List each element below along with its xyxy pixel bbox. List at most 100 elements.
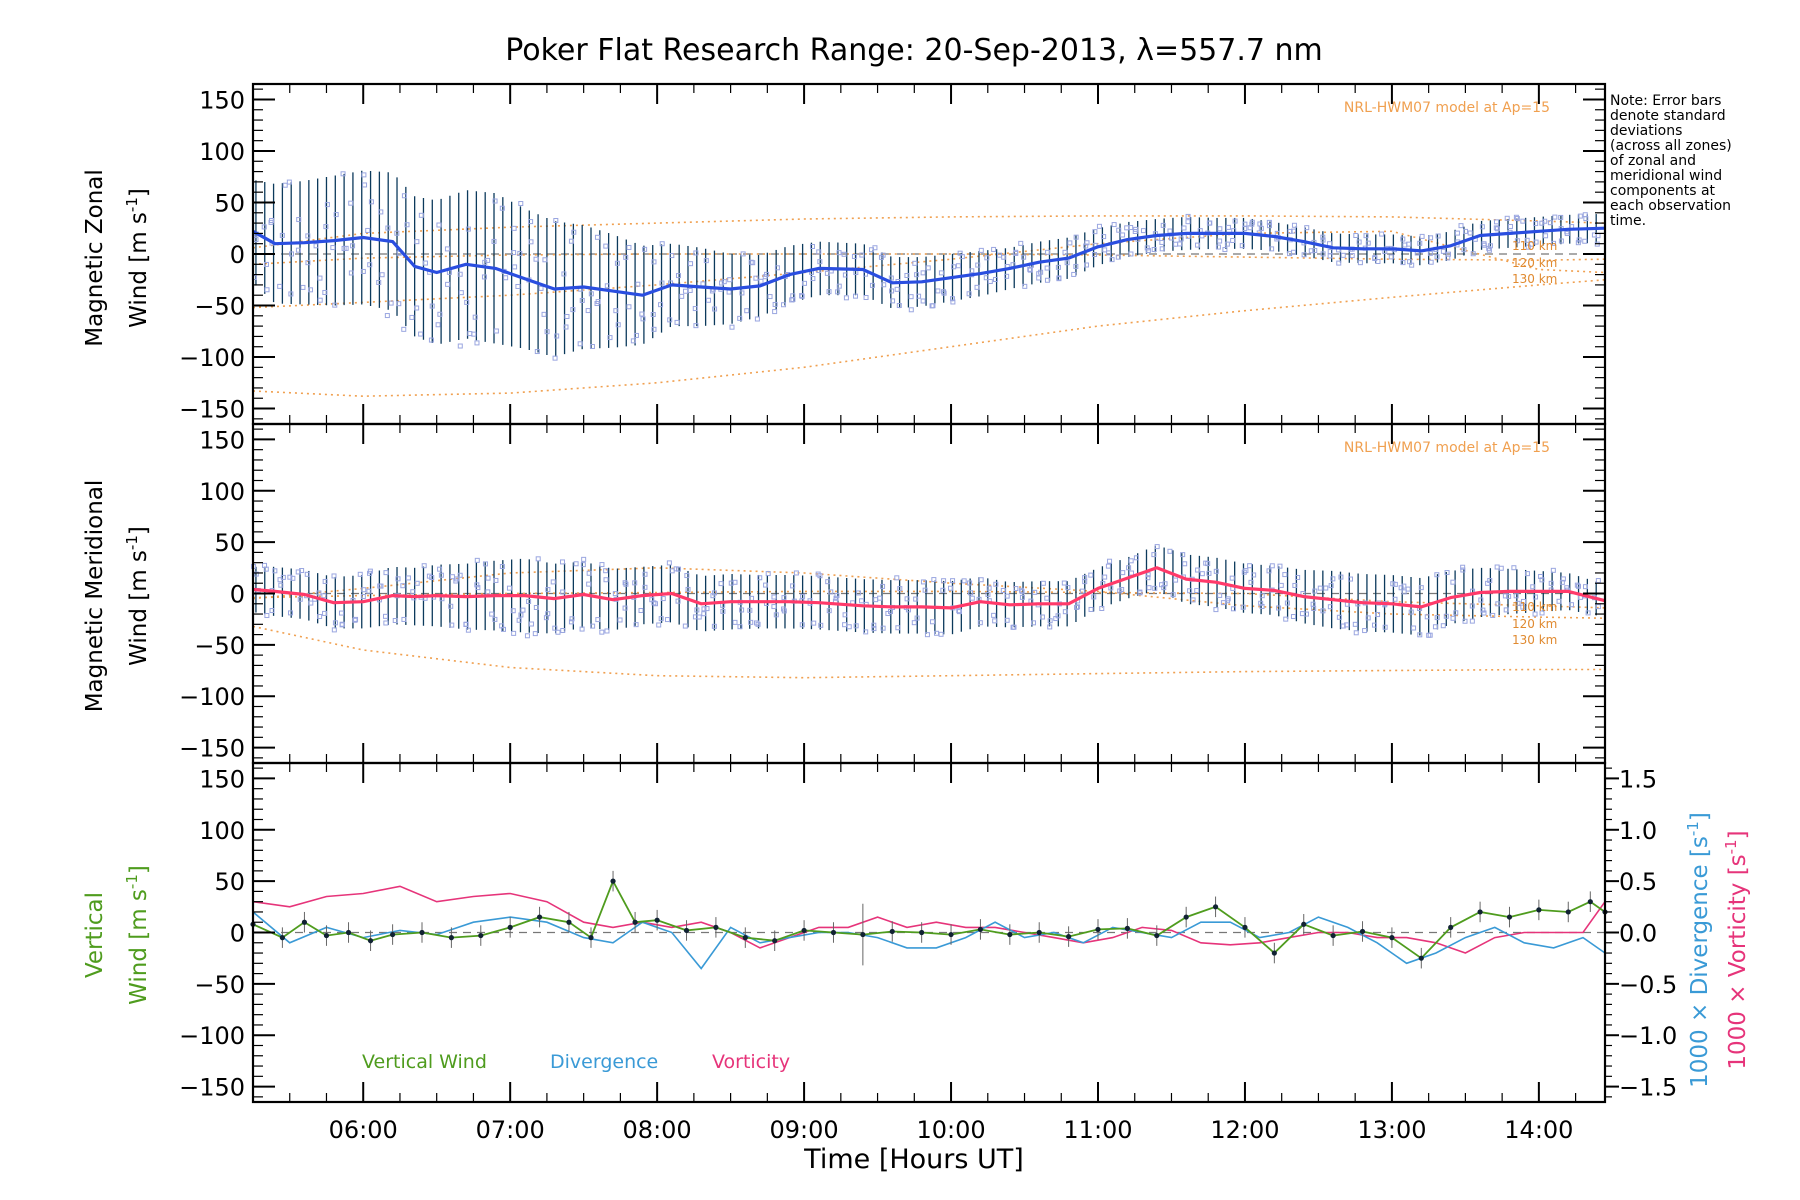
zone-wind-point xyxy=(1418,585,1424,591)
zone-wind-point xyxy=(1126,565,1132,571)
zone-wind-point xyxy=(833,595,839,601)
x-tick-label: 14:00 xyxy=(1504,1116,1573,1144)
zone-wind-point xyxy=(754,316,760,322)
zone-wind-point xyxy=(790,583,796,589)
zone-wind-point xyxy=(740,251,746,257)
zone-wind-point xyxy=(385,225,391,231)
meridional-model-label: NRL-HWM07 model at Ap=15 xyxy=(1344,440,1550,456)
meridional-km-label: 120 km xyxy=(1512,617,1557,631)
zone-wind-point xyxy=(367,262,373,268)
zone-wind-point xyxy=(929,619,935,625)
zone-wind-point xyxy=(920,270,926,276)
zone-wind-point xyxy=(1111,222,1117,228)
zone-wind-point xyxy=(1365,615,1371,621)
vertical-wind-point xyxy=(889,928,895,935)
zone-wind-point xyxy=(1372,622,1378,628)
zone-wind-point xyxy=(692,306,698,312)
vertical-wind-point xyxy=(1330,932,1336,939)
zone-wind-point xyxy=(532,631,538,637)
zone-wind-point xyxy=(888,275,894,281)
zone-wind-point xyxy=(1291,228,1297,234)
zone-wind-point xyxy=(674,319,680,325)
zone-wind-point xyxy=(959,254,965,260)
zone-wind-point xyxy=(482,561,488,567)
zone-wind-point xyxy=(323,224,329,230)
vertical-wind-point xyxy=(1183,914,1189,920)
zone-wind-point xyxy=(1424,614,1430,620)
zone-wind-point xyxy=(763,582,769,588)
y-tick-label: 0 xyxy=(230,581,245,609)
zone-wind-point xyxy=(685,586,691,592)
zone-wind-point xyxy=(580,562,586,568)
zone-wind-point xyxy=(409,314,415,320)
zone-wind-point xyxy=(1269,246,1275,252)
zone-wind-point xyxy=(581,556,587,562)
zone-wind-point xyxy=(445,281,451,287)
note-line: of zonal and xyxy=(1610,153,1696,169)
frame-layer: −150−100−50050100150−150−100−50050100150… xyxy=(179,82,1677,1144)
zone-wind-point xyxy=(538,285,544,291)
zone-wind-point xyxy=(1013,586,1019,592)
zone-wind-point xyxy=(1542,218,1548,224)
zone-wind-point xyxy=(384,313,390,319)
zone-wind-point xyxy=(396,301,402,307)
zone-wind-point xyxy=(457,343,463,349)
zone-wind-point xyxy=(491,238,497,244)
zone-wind-point xyxy=(1230,606,1236,612)
zone-wind-point xyxy=(353,616,359,622)
zone-wind-point xyxy=(904,272,910,278)
zone-wind-point xyxy=(1180,552,1186,558)
zone-wind-point xyxy=(1277,563,1283,569)
zone-wind-point xyxy=(1217,226,1223,232)
zone-wind-point xyxy=(1444,570,1450,576)
zone-wind-point xyxy=(659,241,665,247)
zone-wind-point xyxy=(1390,581,1396,587)
zone-wind-point xyxy=(545,587,551,593)
zone-wind-point xyxy=(395,576,401,582)
zone-wind-point xyxy=(916,293,922,299)
zone-wind-point xyxy=(340,171,346,177)
zone-wind-point xyxy=(1469,618,1475,624)
zone-wind-point xyxy=(991,612,997,618)
zone-wind-point xyxy=(1159,246,1165,252)
zone-wind-point xyxy=(938,631,944,637)
zone-wind-point xyxy=(1463,228,1469,234)
zone-wind-point xyxy=(767,294,773,300)
zonal-km-label: 130 km xyxy=(1512,272,1557,286)
zone-wind-point xyxy=(1074,604,1080,610)
zone-wind-point xyxy=(472,314,478,320)
zone-wind-point xyxy=(321,593,327,599)
zone-wind-point xyxy=(878,254,884,260)
zone-wind-point xyxy=(660,596,666,602)
zone-wind-point xyxy=(1336,614,1342,620)
vertical-wind-point xyxy=(478,932,484,939)
zone-wind-point xyxy=(1470,251,1476,257)
zone-wind-point xyxy=(1013,249,1019,255)
zone-wind-point xyxy=(516,617,522,623)
y-tick-label: 0 xyxy=(230,920,245,948)
zone-wind-point xyxy=(313,243,319,249)
zone-wind-point xyxy=(299,568,305,574)
zone-wind-point xyxy=(1521,598,1527,604)
zone-wind-point xyxy=(317,614,323,620)
zone-wind-point xyxy=(873,597,879,603)
zone-wind-point xyxy=(1259,593,1265,599)
zone-wind-point xyxy=(1283,616,1289,622)
zone-wind-point xyxy=(737,624,743,630)
zone-wind-point xyxy=(1032,589,1038,595)
zone-wind-point xyxy=(1062,609,1068,615)
zone-wind-point xyxy=(991,246,997,252)
zone-wind-point xyxy=(317,275,323,281)
vertical-wind-point xyxy=(772,938,778,944)
zone-wind-point xyxy=(568,238,574,244)
zone-wind-point xyxy=(1514,216,1520,222)
zone-wind-point xyxy=(297,596,303,602)
right-tick-label: −0.5 xyxy=(1619,971,1677,999)
zone-wind-point xyxy=(457,271,463,277)
zone-wind-point xyxy=(1173,577,1179,583)
zone-wind-point xyxy=(388,300,394,306)
zone-wind-point xyxy=(1481,610,1487,616)
zone-wind-point xyxy=(721,279,727,285)
zone-wind-point xyxy=(1144,245,1150,251)
zone-wind-point xyxy=(863,629,869,635)
